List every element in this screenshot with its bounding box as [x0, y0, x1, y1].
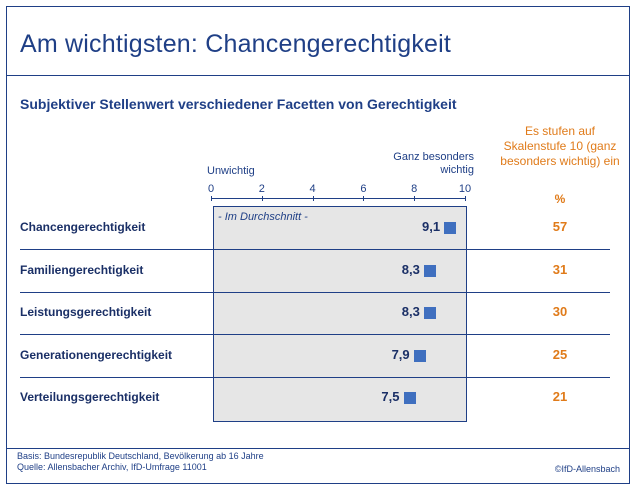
scale-high-label: Ganz besonders wichtig	[393, 151, 474, 176]
x-tick-label: 0	[207, 183, 215, 195]
x-tick-mark	[465, 196, 466, 201]
footer-divider	[6, 448, 630, 449]
x-tick-label: 8	[411, 183, 418, 195]
x-tick-mark	[363, 196, 365, 201]
chart-title: Am wichtigsten: Chancengerechtigkeit	[20, 30, 452, 58]
scale-low-label: Unwichtig	[207, 165, 255, 177]
category-label: Leistungsgerechtigkeit	[20, 305, 152, 319]
x-tick-mark	[211, 196, 212, 201]
title-divider	[6, 75, 630, 76]
category-label: Familiengerechtigkeit	[20, 262, 144, 277]
average-value-label: 7,9	[391, 346, 410, 362]
footer-credit: ©IfD-Allensbach	[554, 464, 620, 474]
average-marker	[413, 349, 426, 362]
x-tick-label: 6	[360, 183, 367, 195]
x-axis-line	[211, 198, 465, 199]
share-value: 31	[552, 261, 568, 277]
share-unit: %	[554, 192, 566, 206]
footer-basis: Basis: Bundesrepublik Deutschland, Bevöl…	[17, 451, 264, 461]
average-value-label: 8,3	[401, 304, 420, 319]
chart-frame	[6, 6, 630, 484]
category-label: Chancengerechtigkeit	[20, 220, 146, 234]
x-tick-label: 10	[458, 183, 472, 195]
average-marker	[403, 392, 416, 404]
share-value: 57	[552, 219, 568, 234]
average-value-label: 7,5	[381, 389, 400, 404]
share-value: 25	[552, 346, 568, 362]
row-divider	[20, 291, 610, 293]
footer-source: Quelle: Allensbacher Archiv, IfD-Umfrage…	[17, 462, 207, 472]
share-value: 30	[552, 304, 568, 319]
category-label: Generationengerechtigkeit	[20, 347, 173, 362]
average-marker	[444, 222, 457, 234]
average-value-label: 8,3	[401, 261, 420, 277]
average-label: - Im Durchschnitt -	[218, 211, 308, 223]
x-tick-mark	[312, 196, 314, 201]
share-value: 21	[552, 389, 568, 404]
row-divider	[20, 376, 610, 378]
row-divider	[20, 249, 610, 250]
category-label: Verteilungsgerechtigkeit	[20, 390, 160, 404]
average-value-label: 9,1	[422, 219, 441, 234]
row-divider	[20, 334, 610, 335]
average-marker	[423, 307, 436, 319]
share-heading: Es stufen auf Skalenstufe 10 (ganz beson…	[500, 124, 620, 168]
chart-subtitle: Subjektiver Stellenwert verschiedener Fa…	[20, 96, 457, 112]
average-marker	[423, 264, 436, 277]
x-tick-mark	[261, 196, 263, 201]
x-tick-label: 4	[309, 183, 316, 195]
x-tick-mark	[414, 196, 416, 201]
x-tick-label: 2	[258, 183, 265, 195]
